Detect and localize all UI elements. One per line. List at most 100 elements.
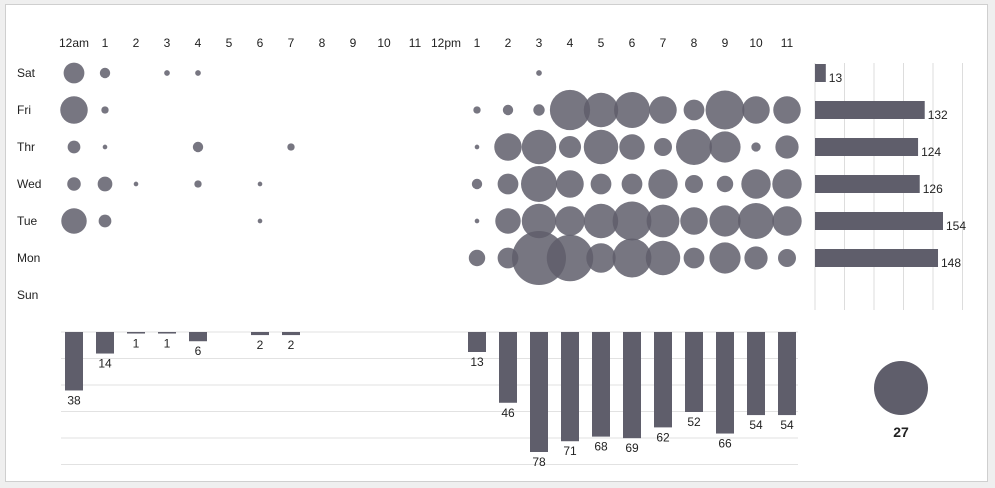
day-label: Sat: [17, 66, 36, 80]
punch-bubble: [583, 92, 619, 128]
day-label: Fri: [17, 103, 31, 117]
hour-total-bar: [592, 332, 610, 437]
punch-bubble: [685, 175, 703, 193]
day-total-label: 154: [946, 219, 966, 233]
punch-bubble: [102, 144, 108, 150]
punch-bubble: [645, 240, 681, 276]
punch-bubble: [257, 181, 263, 187]
punch-bubble: [680, 207, 708, 235]
hour-total-bar: [623, 332, 641, 439]
punch-bubble: [195, 70, 201, 76]
day-total-bar: [815, 175, 920, 193]
punch-bubble: [646, 204, 680, 238]
punch-bubble: [612, 238, 652, 278]
punch-bubble: [536, 70, 542, 76]
punch-bubble: [738, 203, 774, 239]
day-total-bar: [815, 212, 943, 230]
punch-bubble: [164, 70, 170, 76]
hour-total-label: 68: [594, 440, 608, 454]
hour-label: 4: [567, 36, 574, 50]
punch-bubble: [772, 169, 802, 199]
hour-total-label: 2: [257, 338, 264, 352]
punch-bubble: [744, 246, 768, 270]
punch-bubble: [67, 140, 81, 154]
punch-bubble: [192, 141, 204, 153]
hour-total-bar: [499, 332, 517, 403]
hour-label: 6: [629, 36, 636, 50]
day-total-label: 13: [829, 71, 843, 85]
punch-bubble: [709, 205, 741, 237]
hour-total-label: 78: [532, 455, 546, 469]
punch-bubble: [705, 90, 745, 130]
punch-bubble: [521, 166, 557, 202]
day-label: Tue: [17, 214, 38, 228]
punch-bubble: [590, 173, 612, 195]
hour-label: 11: [409, 36, 422, 50]
day-label: Thr: [17, 140, 35, 154]
punch-bubble: [287, 143, 295, 151]
hour-label: 7: [660, 36, 667, 50]
hour-total-label: 2: [288, 338, 295, 352]
day-total-label: 132: [928, 108, 948, 122]
punch-bubble: [614, 92, 650, 128]
punch-bubble: [778, 249, 796, 267]
hour-label: 8: [319, 36, 326, 50]
hour-label: 2: [133, 36, 140, 50]
hour-total-label: 1: [164, 337, 171, 351]
punch-bubble: [775, 135, 799, 159]
hour-label: 11: [781, 36, 794, 50]
hour-total-bar: [654, 332, 672, 428]
punch-bubble: [67, 177, 81, 191]
punch-bubble: [709, 131, 741, 163]
hour-total-bar: [127, 332, 145, 334]
hour-label: 6: [257, 36, 264, 50]
hour-total-bar: [685, 332, 703, 412]
hour-total-label: 54: [780, 418, 794, 432]
hour-total-label: 6: [195, 344, 202, 358]
hour-label: 1: [102, 36, 109, 50]
punch-bubble: [474, 144, 480, 150]
day-label: Wed: [17, 177, 41, 191]
day-total-bar: [815, 64, 826, 82]
punch-bubble: [742, 96, 770, 124]
hour-total-label: 69: [625, 441, 639, 455]
punch-bubble: [61, 208, 87, 234]
hour-label: 2: [505, 36, 512, 50]
hour-total-label: 71: [563, 444, 577, 458]
hour-total-label: 14: [98, 357, 112, 371]
hour-label: 7: [288, 36, 295, 50]
punch-bubble: [751, 142, 761, 152]
hour-label: 5: [226, 36, 233, 50]
punch-bubble: [621, 173, 643, 195]
punchcard-chart: 12am 1 2 3 4 5 6 7 8 9 10 11 12pm 1 2 3 4 5 6 7 8 9 10 11 Sat Fri…: [5, 4, 988, 482]
punch-bubble: [533, 104, 545, 116]
punch-bubble: [63, 62, 85, 84]
hour-total-bar: [468, 332, 486, 352]
hour-total-bar: [96, 332, 114, 354]
hour-total-label: 46: [501, 406, 515, 420]
punch-bubble: [549, 89, 591, 131]
hour-label: 9: [722, 36, 729, 50]
legend-bubble: [874, 361, 928, 415]
hour-label: 1: [474, 36, 481, 50]
hour-total-bar: [65, 332, 83, 391]
punch-bubble: [676, 129, 712, 165]
punch-bubble: [471, 178, 483, 190]
punch-bubble: [612, 201, 652, 241]
day-total-bar: [815, 249, 939, 267]
day-total-bar: [815, 101, 925, 119]
day-total-label: 126: [923, 182, 943, 196]
hour-total-bar: [158, 332, 176, 334]
hour-total-label: 38: [67, 393, 81, 407]
punch-bubble: [521, 203, 557, 239]
punch-bubble: [474, 218, 480, 224]
hour-label: 12am: [59, 36, 89, 50]
day-total-bar: [815, 138, 919, 156]
punch-bubble: [583, 203, 619, 239]
day-total-label: 148: [941, 256, 961, 270]
hour-total-bar: [561, 332, 579, 442]
hour-total-label: 54: [749, 418, 763, 432]
hour-label: 5: [598, 36, 605, 50]
hour-total-label: 1: [133, 337, 140, 351]
punch-bubble: [683, 247, 705, 269]
